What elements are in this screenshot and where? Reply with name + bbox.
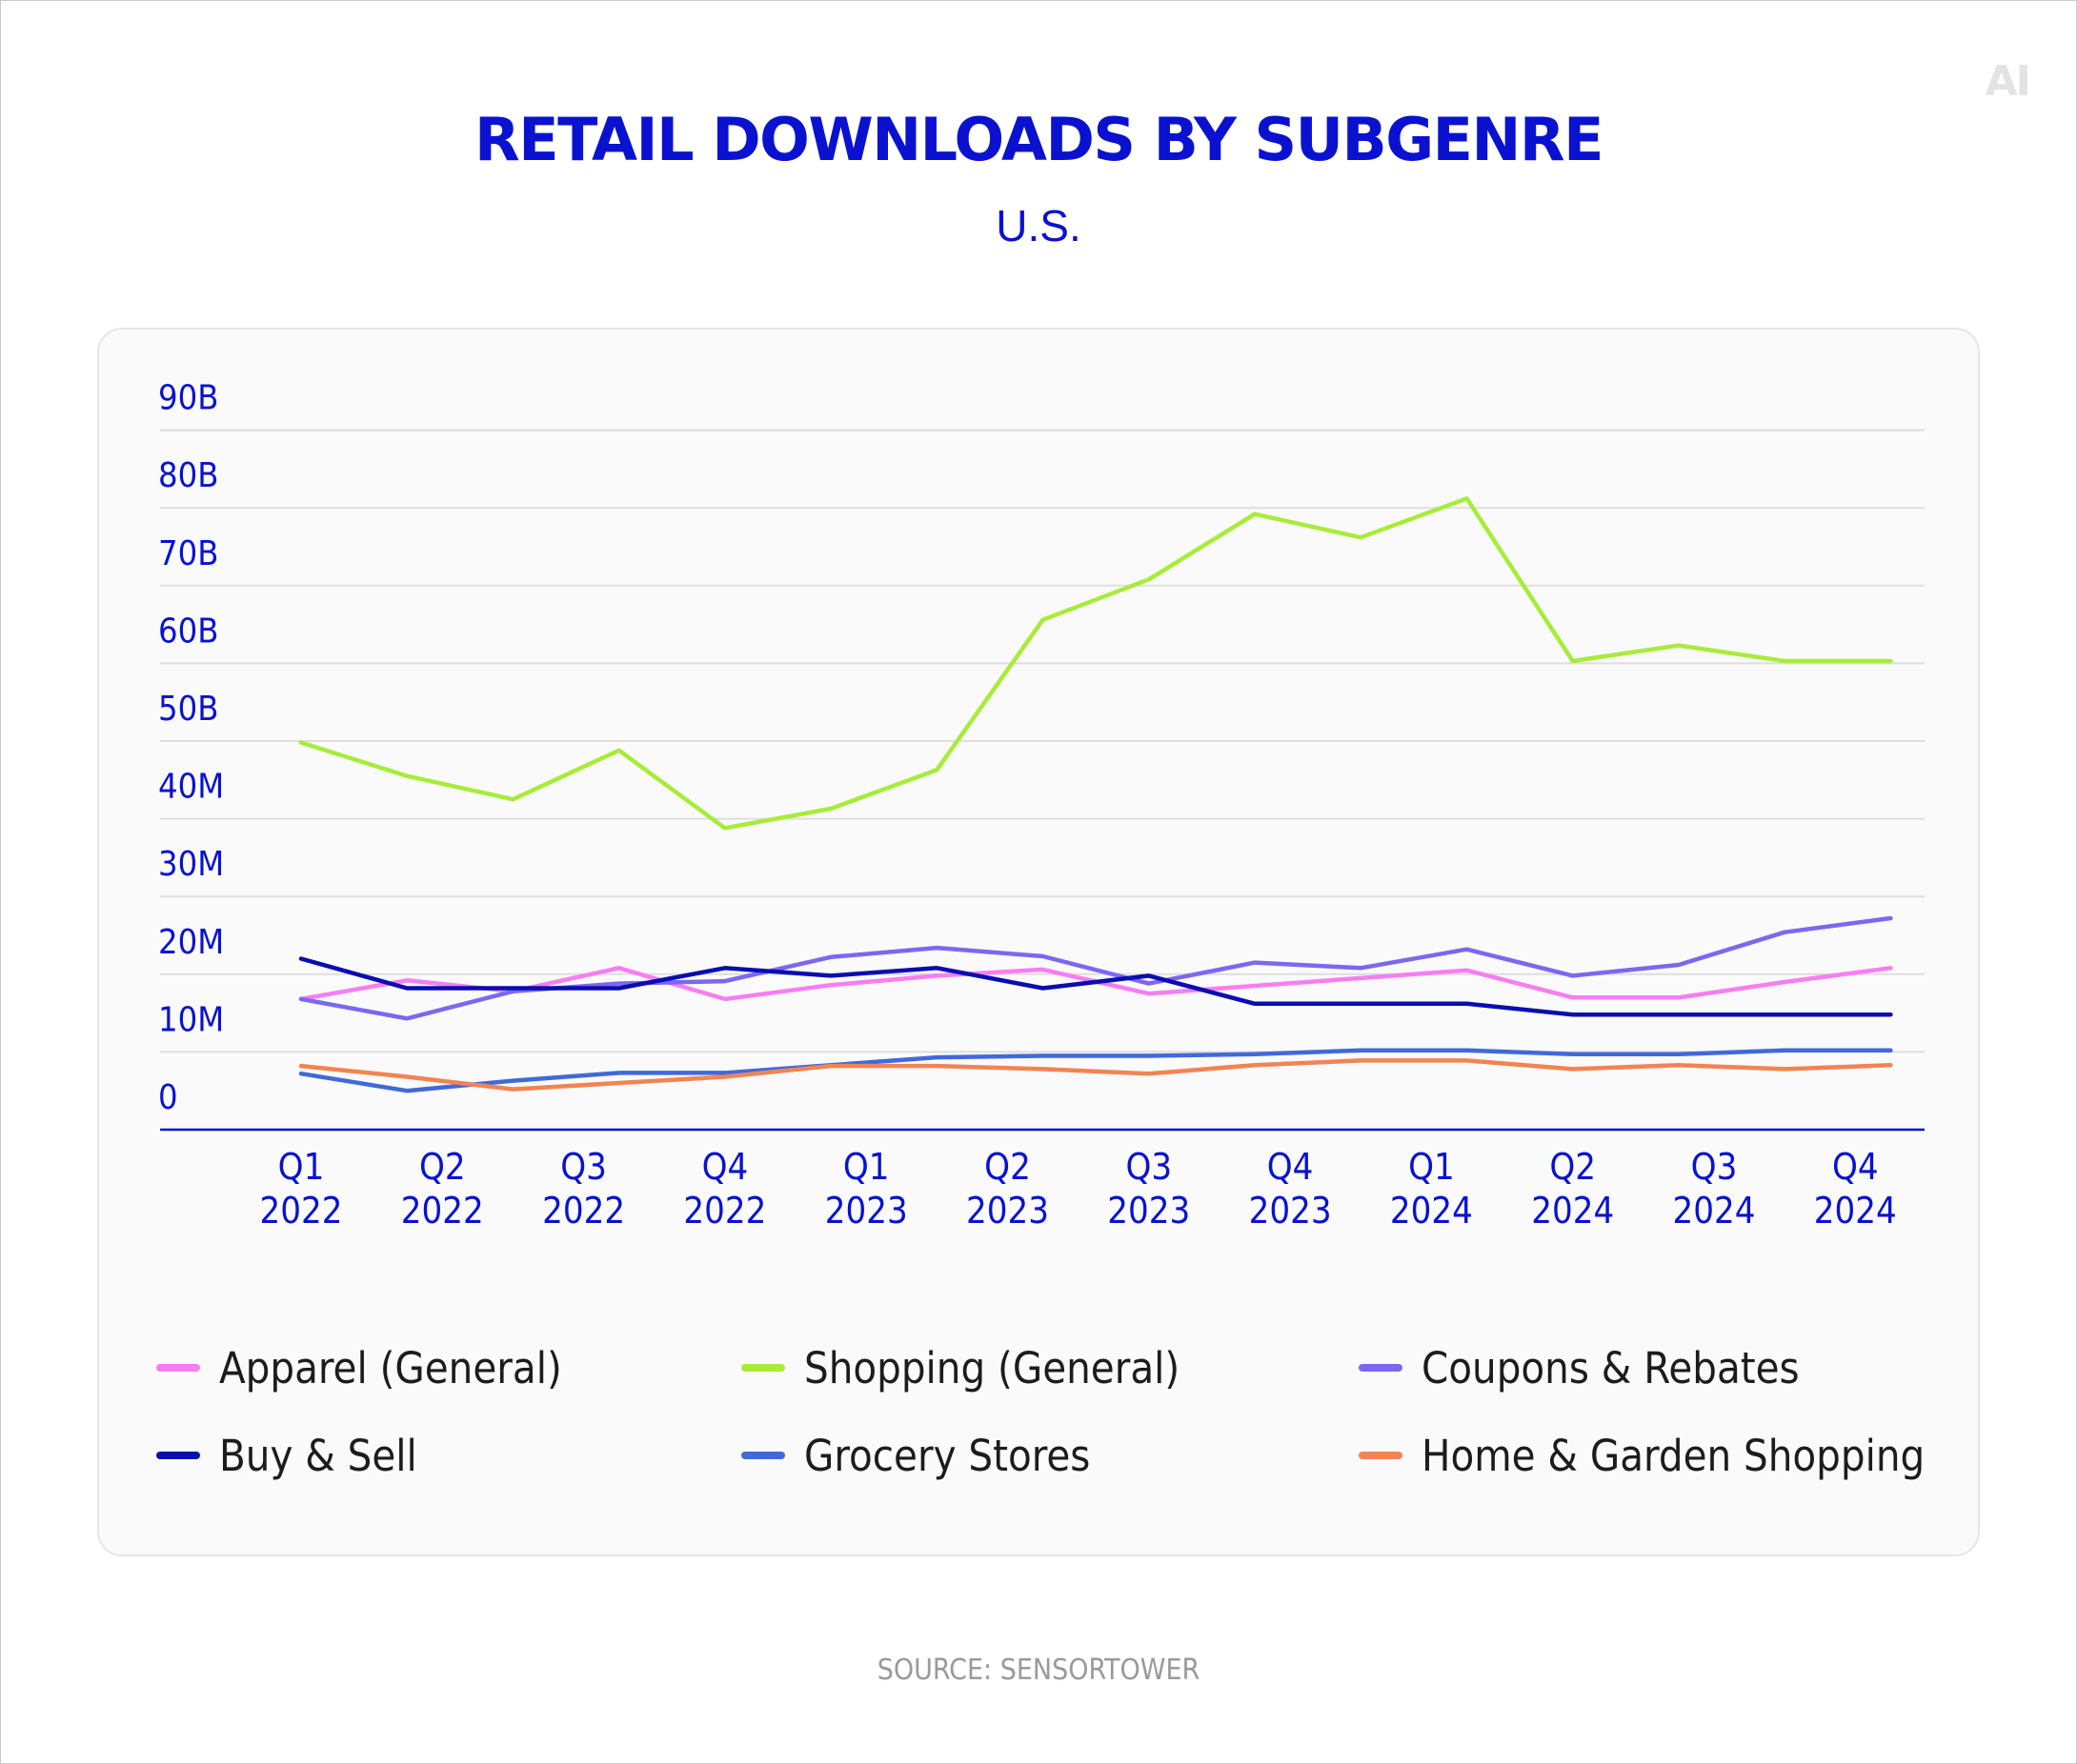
legend-label: Apparel (General) <box>219 1342 562 1393</box>
x-tick-label-quarter: Q4 <box>702 1146 749 1188</box>
x-tick-label-quarter: Q2 <box>1549 1146 1596 1188</box>
y-tick-label: 0 <box>158 1078 178 1117</box>
legend-label: Grocery Stores <box>804 1430 1091 1481</box>
x-tick-label-year: 2023 <box>825 1190 908 1232</box>
series-line-coupons-rebates <box>298 915 1893 1021</box>
line-chart: 010M20M30M40M50B60B70B80B90BQ12022Q22022… <box>158 379 1925 1232</box>
legend-swatch <box>156 1452 200 1459</box>
x-tick-label-quarter: Q1 <box>1408 1146 1455 1188</box>
y-tick-label: 10M <box>158 1000 224 1039</box>
legend-swatch <box>1359 1364 1402 1372</box>
y-tick-label: 20M <box>158 923 224 962</box>
legend-label: Coupons & Rebates <box>1422 1342 1800 1393</box>
x-tick-label-quarter: Q1 <box>843 1146 890 1188</box>
x-tick-label-year: 2023 <box>1107 1190 1190 1232</box>
legend-swatch <box>1359 1452 1402 1459</box>
x-tick-label-year: 2022 <box>401 1190 484 1232</box>
x-tick-label-quarter: Q2 <box>419 1146 466 1188</box>
series-line-buy-sell <box>298 956 1893 1017</box>
x-tick-label-year: 2024 <box>1531 1190 1614 1232</box>
x-tick-label-quarter: Q2 <box>984 1146 1031 1188</box>
x-tick-label-quarter: Q3 <box>1691 1146 1738 1188</box>
x-tick-label-quarter: Q4 <box>1267 1146 1314 1188</box>
legend-label: Buy & Sell <box>219 1430 417 1481</box>
source-note: SOURCE: SENSORTOWER <box>877 1654 1200 1687</box>
legend-label: Home & Garden Shopping <box>1422 1430 1926 1481</box>
x-tick-label-year: 2022 <box>683 1190 766 1232</box>
x-tick-label-year: 2022 <box>542 1190 625 1232</box>
legend-label: Shopping (General) <box>804 1342 1180 1393</box>
y-tick-label: 90B <box>158 379 218 418</box>
series-line-home-garden-shopping <box>298 1058 1893 1092</box>
x-tick-label-year: 2023 <box>966 1190 1049 1232</box>
y-tick-label: 30M <box>158 845 224 884</box>
legend-swatch <box>741 1452 785 1459</box>
x-tick-label-year: 2024 <box>1814 1190 1897 1232</box>
x-tick-label-quarter: Q3 <box>560 1146 607 1188</box>
x-tick-label-year: 2022 <box>260 1190 343 1232</box>
x-tick-label-year: 2023 <box>1249 1190 1332 1232</box>
chart-title: RETAIL DOWNLOADS BY SUBGENRE <box>474 105 1604 174</box>
x-tick-label-quarter: Q3 <box>1125 1146 1172 1188</box>
chart-subtitle: U.S. <box>996 201 1081 251</box>
y-tick-label: 60B <box>158 611 218 651</box>
legend-item-coupons-rebates: Coupons & Rebates <box>1359 1339 1800 1396</box>
y-tick-label: 50B <box>158 690 218 729</box>
legend-item-shopping-general: Shopping (General) <box>741 1339 1180 1396</box>
legend-swatch <box>156 1364 200 1372</box>
x-tick-label-year: 2024 <box>1390 1190 1473 1232</box>
ai-logo: AI <box>1985 57 2031 106</box>
x-tick-label-quarter: Q4 <box>1832 1146 1879 1188</box>
y-tick-label: 80B <box>158 456 218 495</box>
x-tick-label-quarter: Q1 <box>278 1146 325 1188</box>
series-line-grocery-stores <box>298 1048 1893 1093</box>
y-tick-label: 70B <box>158 534 218 573</box>
legend-item-home-garden-shopping: Home & Garden Shopping <box>1359 1427 1925 1484</box>
legend-item-grocery-stores: Grocery Stores <box>741 1427 1090 1484</box>
legend-item-buy-sell: Buy & Sell <box>156 1427 417 1484</box>
series-line-shopping-general <box>298 496 1893 831</box>
y-tick-label: 40M <box>158 768 224 807</box>
chart-card: 0 10M 20M 30M 40M 50B 60B 70B 80B 90B Q1 2022 Q2 2022… <box>97 328 1980 1556</box>
legend-swatch <box>741 1364 785 1372</box>
legend-item-apparel-general: Apparel (General) <box>156 1339 562 1396</box>
x-tick-label-year: 2024 <box>1673 1190 1756 1232</box>
